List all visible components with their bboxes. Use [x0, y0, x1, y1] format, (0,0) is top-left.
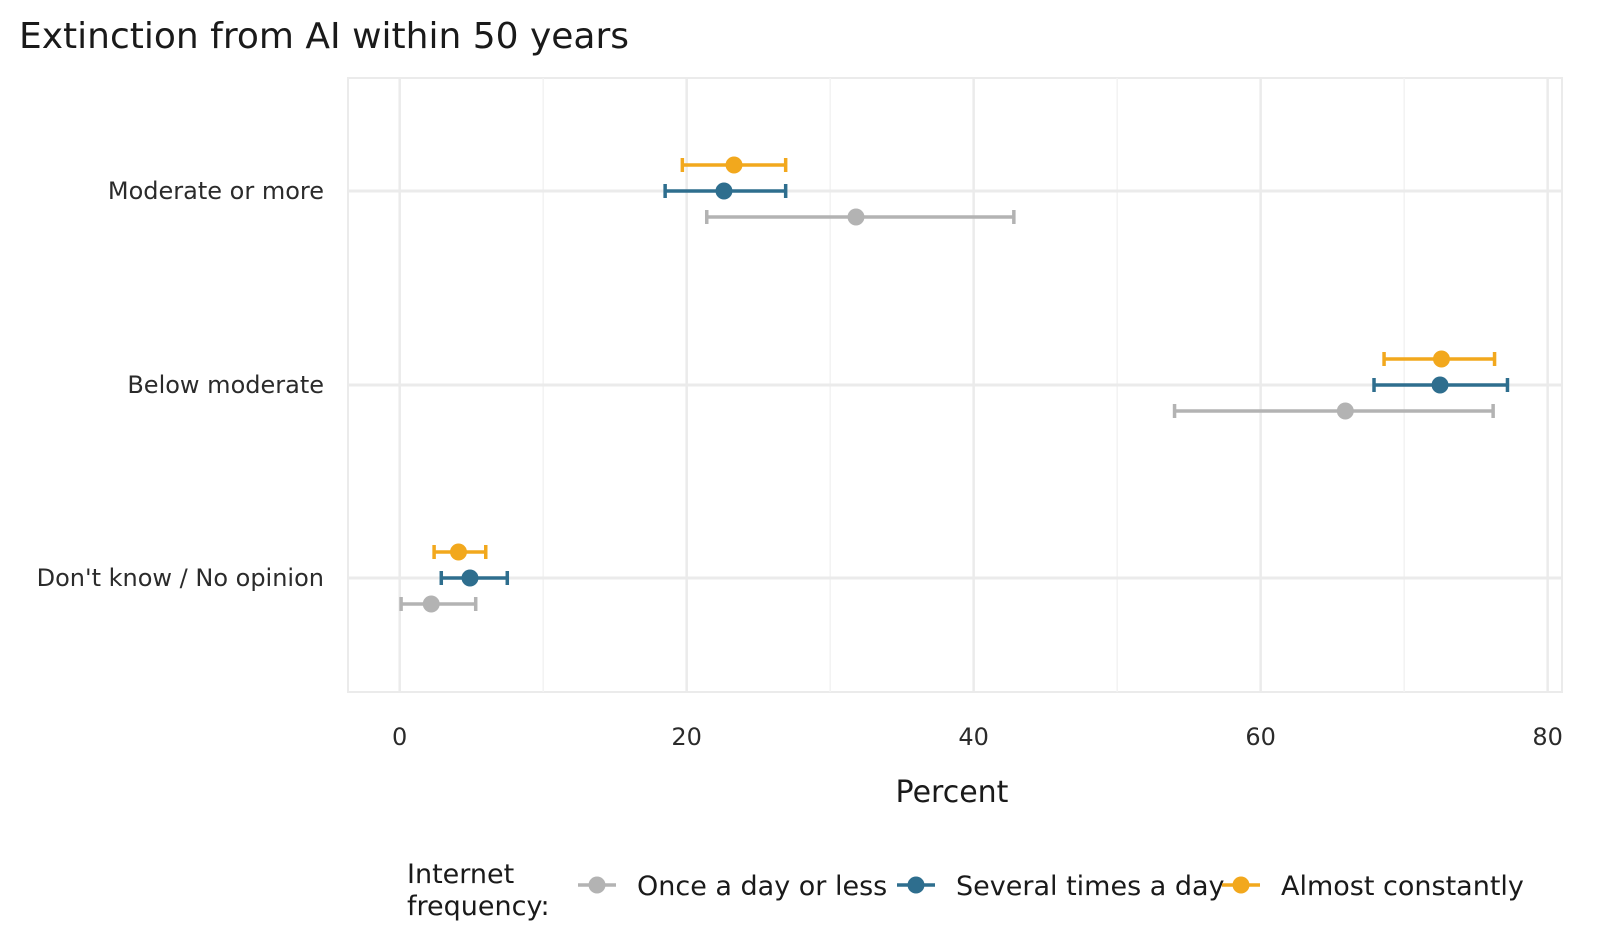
data-point	[1336, 402, 1354, 420]
x-tick-labels: 0 20 40 60 80	[392, 723, 1563, 751]
chart-title: Extinction from AI within 50 years	[19, 16, 629, 57]
data-point	[449, 543, 467, 561]
x-tick-label: 60	[1245, 723, 1276, 751]
legend-item: Once a day or less	[578, 871, 887, 902]
y-tick-labels: Moderate or more Below moderate Don't know…	[37, 177, 324, 592]
x-axis-title: Percent	[896, 775, 1009, 810]
data-point	[847, 208, 865, 226]
legend-key-point	[907, 876, 925, 894]
data-point	[1431, 376, 1449, 394]
y-tick-label: Below moderate	[127, 371, 324, 399]
legend-key-point	[1232, 876, 1250, 894]
legend-label: Almost constantly	[1281, 871, 1524, 902]
data-point	[461, 569, 479, 587]
data-point	[715, 182, 733, 200]
legend: Internet frequency: Once a day or less Se…	[407, 859, 1524, 922]
x-tick-label: 0	[392, 723, 407, 751]
y-tick-label: Moderate or more	[108, 177, 324, 205]
legend-title-line-1: Internet	[407, 859, 514, 890]
legend-title: Internet frequency:	[407, 859, 550, 922]
data-point	[422, 595, 440, 613]
legend-label: Once a day or less	[637, 871, 887, 902]
x-tick-label: 20	[671, 723, 702, 751]
x-tick-label: 80	[1532, 723, 1563, 751]
x-tick-label: 40	[958, 723, 989, 751]
legend-key-point	[588, 876, 606, 894]
data-point	[1432, 350, 1450, 368]
series-several-times-a-day	[439, 182, 1510, 587]
legend-item: Almost constantly	[1222, 871, 1524, 902]
grid	[347, 77, 1563, 693]
series-once-a-day-or-less	[399, 208, 1495, 613]
y-tick-label: Don't know / No opinion	[37, 564, 324, 592]
data-marks	[399, 156, 1510, 613]
legend-title-line-2: frequency:	[407, 891, 550, 922]
legend-label: Several times a day	[956, 871, 1225, 902]
data-point	[725, 156, 743, 174]
legend-item: Several times a day	[897, 871, 1225, 902]
series-almost-constantly	[432, 156, 1497, 561]
